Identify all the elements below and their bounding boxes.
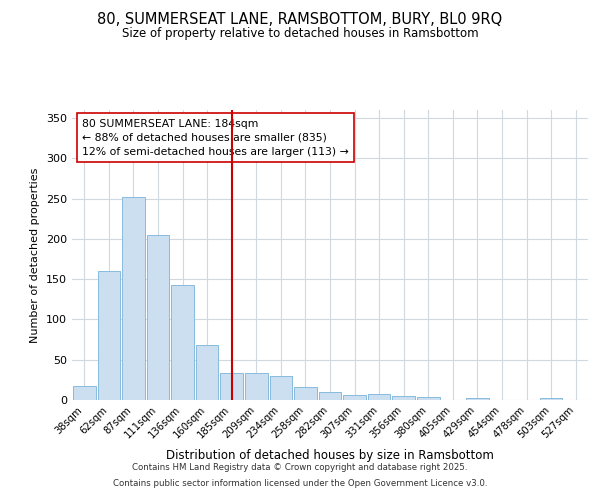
Bar: [540, 398, 562, 400]
Text: Size of property relative to detached houses in Ramsbottom: Size of property relative to detached ho…: [122, 28, 478, 40]
Bar: [343, 395, 366, 400]
Bar: [319, 392, 341, 400]
Bar: [146, 235, 169, 400]
Bar: [245, 374, 268, 400]
Bar: [171, 285, 194, 400]
Bar: [98, 271, 120, 400]
Bar: [196, 345, 218, 400]
Bar: [392, 396, 415, 400]
X-axis label: Distribution of detached houses by size in Ramsbottom: Distribution of detached houses by size …: [166, 449, 494, 462]
Text: Contains HM Land Registry data © Crown copyright and database right 2025.: Contains HM Land Registry data © Crown c…: [132, 464, 468, 472]
Bar: [73, 386, 95, 400]
Bar: [466, 398, 489, 400]
Bar: [417, 397, 440, 400]
Bar: [269, 376, 292, 400]
Bar: [122, 197, 145, 400]
Bar: [294, 387, 317, 400]
Y-axis label: Number of detached properties: Number of detached properties: [31, 168, 40, 342]
Text: 80 SUMMERSEAT LANE: 184sqm
← 88% of detached houses are smaller (835)
12% of sem: 80 SUMMERSEAT LANE: 184sqm ← 88% of deta…: [82, 118, 349, 156]
Text: Contains public sector information licensed under the Open Government Licence v3: Contains public sector information licen…: [113, 478, 487, 488]
Text: 80, SUMMERSEAT LANE, RAMSBOTTOM, BURY, BL0 9RQ: 80, SUMMERSEAT LANE, RAMSBOTTOM, BURY, B…: [97, 12, 503, 28]
Bar: [220, 374, 243, 400]
Bar: [368, 394, 391, 400]
